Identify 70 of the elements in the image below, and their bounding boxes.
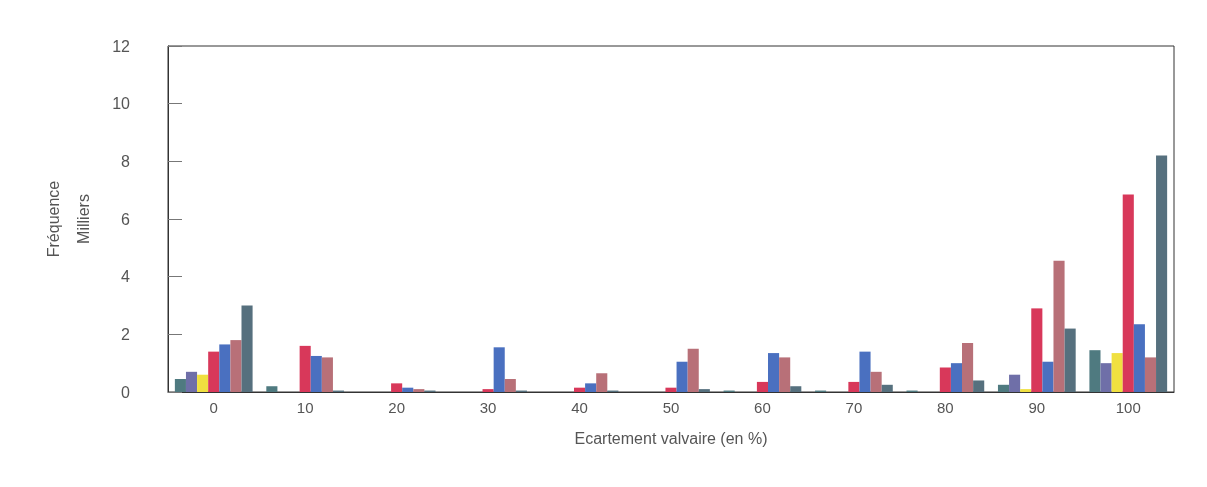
x-tick-label: 10 — [296, 399, 314, 416]
bar — [997, 384, 1010, 392]
bar — [391, 383, 403, 392]
bar — [504, 379, 516, 392]
bar — [962, 342, 974, 392]
bar — [1089, 350, 1101, 392]
x-tick-label: 20 — [388, 399, 405, 416]
bar — [848, 381, 860, 392]
bar — [266, 386, 278, 392]
x-tick-label: 40 — [571, 399, 588, 416]
bar — [310, 355, 322, 392]
bar — [665, 387, 677, 392]
bar — [230, 340, 242, 392]
bar — [585, 383, 597, 392]
x-axis-title: Ecartement valvaire (en %) — [574, 429, 768, 447]
bar — [1009, 374, 1021, 392]
x-tick-label: 30 — [479, 399, 497, 416]
bar — [881, 384, 893, 392]
y-tick-label: 8 — [121, 152, 131, 170]
bar — [1031, 308, 1043, 392]
bar — [870, 371, 882, 392]
bar — [1111, 353, 1123, 392]
y-tick-label: 10 — [112, 95, 131, 113]
bar — [482, 389, 494, 392]
x-tick-label: 50 — [662, 399, 680, 416]
y-tick-label: 4 — [121, 268, 131, 286]
bar — [493, 347, 505, 392]
bar — [1156, 155, 1168, 392]
bar — [1133, 324, 1145, 392]
bar — [573, 387, 586, 392]
bar — [676, 361, 688, 392]
bar — [219, 344, 231, 392]
bar — [790, 386, 802, 392]
bar — [241, 305, 253, 392]
x-tick-label: 100 — [1115, 399, 1141, 416]
bar — [939, 367, 951, 392]
bar — [1064, 328, 1076, 392]
bar — [768, 353, 780, 392]
x-tick-label: 60 — [754, 399, 771, 416]
bar — [687, 348, 699, 392]
bar — [950, 363, 963, 392]
bar — [208, 351, 220, 392]
y-tick-label: 0 — [121, 383, 131, 401]
y-tick-label: 6 — [121, 210, 131, 228]
x-tick-label: 90 — [1028, 399, 1046, 416]
bar — [174, 379, 186, 392]
y-tick-label: 12 — [112, 37, 131, 55]
x-tick-label: 70 — [845, 399, 863, 416]
bar — [1122, 194, 1134, 392]
bar — [1042, 361, 1054, 392]
bar — [185, 371, 198, 392]
bar — [859, 351, 871, 392]
bar — [1100, 363, 1112, 392]
bar — [756, 381, 769, 392]
bar — [1053, 260, 1065, 392]
y-axis-title: Fréquence Milliers — [44, 180, 92, 258]
bar — [1144, 357, 1157, 392]
bar — [413, 389, 425, 392]
x-tick-label: 80 — [937, 399, 954, 416]
bar — [197, 374, 209, 392]
bar — [402, 387, 414, 392]
bar — [1020, 389, 1032, 392]
x-tick-label: 0 — [209, 399, 218, 416]
bar — [973, 380, 985, 392]
bar — [779, 357, 791, 392]
bar — [321, 357, 333, 392]
bar — [299, 345, 311, 392]
bar — [596, 373, 608, 392]
y-tick-label: 2 — [121, 325, 131, 343]
bar — [698, 389, 710, 392]
